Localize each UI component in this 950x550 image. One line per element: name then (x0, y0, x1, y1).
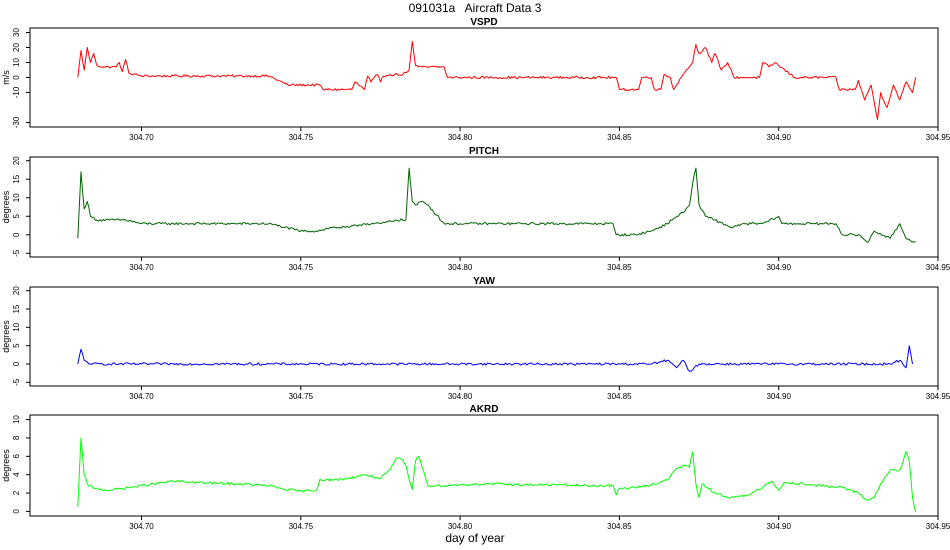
y-axis-label: degrees (1, 320, 11, 353)
plot-frame (29, 156, 939, 258)
y-tick-label: 10 (12, 322, 21, 331)
x-tick-label: 304.70 (129, 392, 154, 401)
y-tick-label: 15 (12, 304, 21, 313)
y-axis-label: degrees (1, 190, 11, 223)
x-tick-label: 304.75 (289, 522, 314, 531)
x-tick-label: 304.85 (607, 522, 632, 531)
y-axis-label: degrees (1, 449, 11, 482)
y-tick-label: -30 (12, 116, 21, 128)
y-tick-label: 0 (12, 75, 21, 80)
x-tick-label: 304.70 (129, 133, 154, 142)
x-tick-label: 304.85 (607, 392, 632, 401)
y-tick-label: 15 (12, 174, 21, 183)
x-tick-label: 304.80 (448, 263, 473, 272)
y-tick-label: 20 (12, 43, 21, 52)
y-tick-label: 6 (12, 454, 21, 459)
y-tick-label: 20 (12, 156, 21, 165)
x-tick-label: 304.90 (766, 522, 791, 531)
x-tick-label: 304.75 (289, 263, 314, 272)
x-tick-label: 304.85 (607, 133, 632, 142)
x-tick-label: 304.80 (448, 133, 473, 142)
panel-yaw: YAW degrees 20 15 10 5 0 -5 304.70 304.75 304.80 30… (1, 276, 950, 401)
y-tick-label: 2 (12, 490, 21, 495)
y-tick-label: -5 (12, 249, 21, 257)
x-tick-label: 304.70 (129, 263, 154, 272)
y-tick-label: 8 (12, 435, 21, 440)
x-tick-label: 304.70 (129, 522, 154, 531)
plot-frame (29, 286, 939, 387)
series-line-yaw (77, 345, 913, 372)
x-tick-label: 304.95 (926, 392, 950, 401)
series-line-pitch (77, 167, 916, 243)
x-axis-label: day of year (445, 531, 505, 545)
y-tick-label: 0 (12, 509, 21, 514)
x-tick-label: 304.85 (607, 263, 632, 272)
panel-title: YAW (473, 276, 495, 287)
panel-title: AKRD (470, 404, 499, 415)
y-tick-label: 0 (12, 361, 21, 366)
panel-akrd: AKRD degrees 10 8 6 4 2 0 304.70 304.75 304.80 304.… (1, 404, 950, 531)
y-tick-label: -10 (12, 86, 21, 98)
y-tick-label: 0 (12, 232, 21, 237)
x-tick-label: 304.90 (766, 392, 791, 401)
y-tick-label: 4 (12, 472, 21, 477)
y-tick-label: 20 (12, 286, 21, 295)
x-tick-label: 304.95 (926, 522, 950, 531)
x-tick-label: 304.90 (766, 263, 791, 272)
y-tick-label: 5 (12, 213, 21, 218)
x-tick-label: 304.90 (766, 133, 791, 142)
x-tick-label: 304.95 (926, 263, 950, 272)
y-axis-label: m/s (1, 70, 11, 85)
panel-title: PITCH (469, 146, 499, 157)
panel-vspd: VSPD m/s 30 20 10 0 -10 -30 304.70 304.75 304.80 30… (1, 17, 950, 142)
panel-pitch: PITCH degrees 20 15 10 5 0 -5 304.70 304.75 304.80… (1, 146, 950, 272)
series-line-vspd (77, 41, 917, 120)
x-tick-label: 304.75 (289, 392, 314, 401)
series-line-akrd (77, 437, 917, 513)
y-tick-label: 5 (12, 343, 21, 348)
plot-frame (29, 414, 939, 517)
x-tick-label: 304.80 (448, 522, 473, 531)
x-tick-label: 304.80 (448, 392, 473, 401)
y-tick-label: 30 (12, 28, 21, 37)
x-tick-label: 304.75 (289, 133, 314, 142)
x-tick-label: 304.95 (926, 133, 950, 142)
y-tick-label: 10 (12, 58, 21, 67)
figure-title: 091031a Aircraft Data 3 (408, 1, 542, 15)
y-tick-label: 10 (12, 415, 21, 424)
y-tick-label: 10 (12, 193, 21, 202)
panel-title: VSPD (470, 17, 497, 28)
y-tick-label: -5 (12, 378, 21, 386)
